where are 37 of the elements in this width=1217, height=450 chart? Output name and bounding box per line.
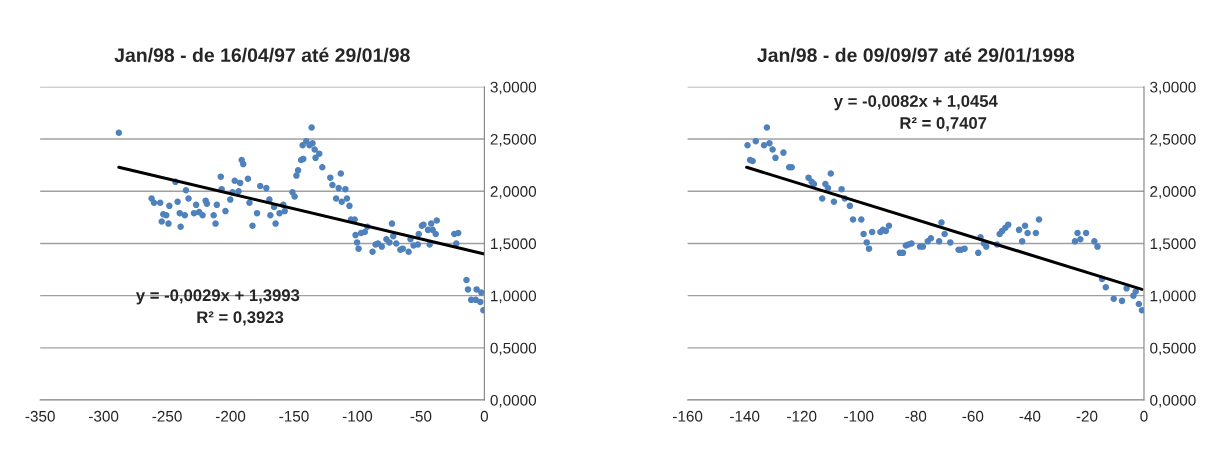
y-tick-label: 1,5000	[1150, 238, 1196, 251]
x-tick-label: -100	[342, 410, 373, 422]
x-tick-label: 0	[1140, 410, 1148, 422]
x-tick-label: -140	[730, 410, 760, 422]
y-tick-label: 0,0000	[1150, 394, 1196, 408]
annotation: R² = 0,3923	[197, 311, 284, 326]
x-tick-label: -50	[410, 410, 432, 422]
y-tick-label: 0,5000	[1150, 342, 1196, 356]
chart-title: Jan/98 - de 09/09/97 até 29/01/1998	[757, 47, 1075, 63]
chart-title: Jan/98 - de 16/04/97 até 29/01/98	[114, 47, 410, 63]
y-tick-label: 2,5000	[490, 133, 537, 147]
y-tick-label: 3,0000	[490, 81, 537, 95]
y-tick-label: 2,0000	[490, 186, 537, 199]
x-tick-label: -20	[1076, 410, 1098, 422]
y-tick-label: 2,5000	[1150, 133, 1196, 147]
y-tick-label: 0,0000	[490, 394, 537, 408]
y-tick-label: 2,0000	[1150, 186, 1196, 199]
x-tick-label: -150	[279, 410, 309, 422]
y-tick-label: 1,5000	[491, 238, 537, 251]
x-tick-label: -300	[89, 410, 119, 422]
annotation: R² = 0,7407	[900, 117, 987, 132]
x-tick-label: -60	[962, 410, 984, 422]
y-tick-label: 0,5000	[490, 342, 537, 356]
x-tick-label: -160	[673, 410, 703, 422]
x-tick-label: 0	[480, 410, 489, 422]
x-tick-label: -200	[215, 410, 246, 422]
x-tick-label: -120	[787, 410, 817, 422]
annotation: y = -0,0029x + 1,3993	[135, 289, 300, 305]
y-tick-label: 3,0000	[1150, 81, 1196, 95]
y-tick-label: 1,0000	[1150, 290, 1196, 304]
x-tick-label: -80	[905, 410, 927, 422]
annotation: y = -0,0082x + 1,0454	[833, 95, 998, 111]
x-tick-label: -250	[152, 410, 182, 422]
x-tick-label: -40	[1019, 410, 1041, 422]
x-tick-label: -350	[25, 410, 55, 422]
x-tick-label: -100	[844, 410, 874, 422]
y-tick-label: 1,0000	[491, 290, 537, 304]
